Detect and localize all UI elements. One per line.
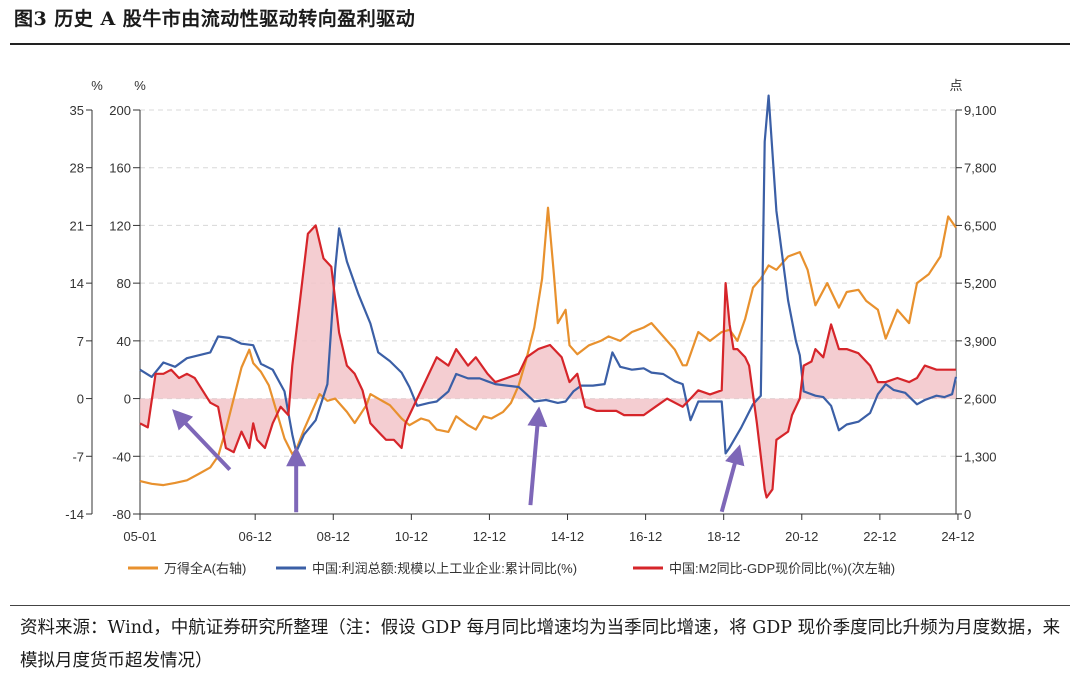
m2-gdp-line: [139, 224, 956, 499]
annotation-layer: [172, 406, 745, 513]
axes: %% 点 35 28 21 14 7 0 -7 -14 200 160 120 80 40 0 -40 -80 9,…: [65, 78, 996, 544]
right-unit: 点: [949, 78, 962, 93]
figure-title: 图3 历史 A 股牛市由流动性驱动转向盈利驱动: [14, 8, 416, 30]
left-outer-unit: %: [91, 78, 103, 93]
left-outer-tick-label: 35: [70, 103, 84, 118]
left-inner-tick-label: 200: [109, 103, 131, 118]
right-tick-label: 3,900: [964, 334, 997, 349]
right-tick-label: 2,600: [964, 392, 997, 407]
left-outer-tick-label: 21: [70, 218, 84, 233]
series-layer: [139, 94, 958, 499]
x-tick-label: 16-12: [629, 529, 662, 544]
x-tick-label: 08-12: [317, 529, 350, 544]
left-inner-tick-label: 40: [117, 334, 131, 349]
x-tick-label: 14-12: [551, 529, 584, 544]
x-tick-label: 24-12: [941, 529, 974, 544]
left-inner-unit: %: [134, 78, 146, 93]
left-inner-tick-label: -40: [112, 449, 131, 464]
x-tick-label: 12-12: [473, 529, 506, 544]
x-tick-label: 05-01: [123, 529, 156, 544]
x-tick-label: 18-12: [707, 529, 740, 544]
arrow-2015: [527, 406, 548, 506]
legend-industrial-profit-label: 中国:利润总额:规模以上工业企业:累计同比(%): [312, 561, 577, 576]
left-outer-tick-label: 7: [77, 334, 84, 349]
left-inner-tick-label: 0: [124, 392, 131, 407]
left-inner-tick-label: 80: [117, 276, 131, 291]
arrow-2020: [719, 444, 745, 513]
left-inner-tick-label: 120: [109, 218, 131, 233]
right-tick-label: 1,300: [964, 449, 997, 464]
x-tick-label: 22-12: [863, 529, 896, 544]
right-tick-label: 6,500: [964, 218, 997, 233]
x-tick-label: 20-12: [785, 529, 818, 544]
right-tick-label: 9,100: [964, 103, 997, 118]
source-rule: [10, 605, 1070, 606]
arrow-2005: [172, 409, 232, 471]
legend-m2-gdp-label: 中国:M2同比-GDP现价同比(%)(次左轴): [669, 561, 895, 576]
left-inner-tick-label: 160: [109, 161, 131, 176]
left-outer-tick-label: 14: [70, 276, 84, 291]
left-outer-tick-label: 28: [70, 161, 84, 176]
right-tick-label: 0: [964, 507, 971, 522]
legend: 万得全A(右轴) 中国:利润总额:规模以上工业企业:累计同比(%) 中国:M2同比-…: [128, 561, 895, 576]
title-rule: [10, 43, 1070, 45]
legend-wind-a-label: 万得全A(右轴): [164, 561, 246, 576]
chart: %% 点 35 28 21 14 7 0 -7 -14 200 160 120 80 40 0 -40 -80 9,…: [65, 78, 996, 576]
left-outer-tick-label: -14: [65, 507, 84, 522]
x-tick-label: 10-12: [395, 529, 428, 544]
m2-gdp-area: [140, 225, 956, 498]
industrial-profit-line: [139, 94, 958, 455]
right-tick-label: 7,800: [964, 161, 997, 176]
right-tick-label: 5,200: [964, 276, 997, 291]
wind-a-index-line: [139, 206, 957, 487]
x-tick-label: 06-12: [239, 529, 272, 544]
left-outer-tick-label: 0: [77, 392, 84, 407]
left-inner-tick-label: -80: [112, 507, 131, 522]
left-outer-tick-label: -7: [72, 449, 84, 464]
source-note: 资料来源：Wind，中航证券研究所整理（注：假设 GDP 每月同比增速均为当季同…: [20, 618, 1061, 671]
